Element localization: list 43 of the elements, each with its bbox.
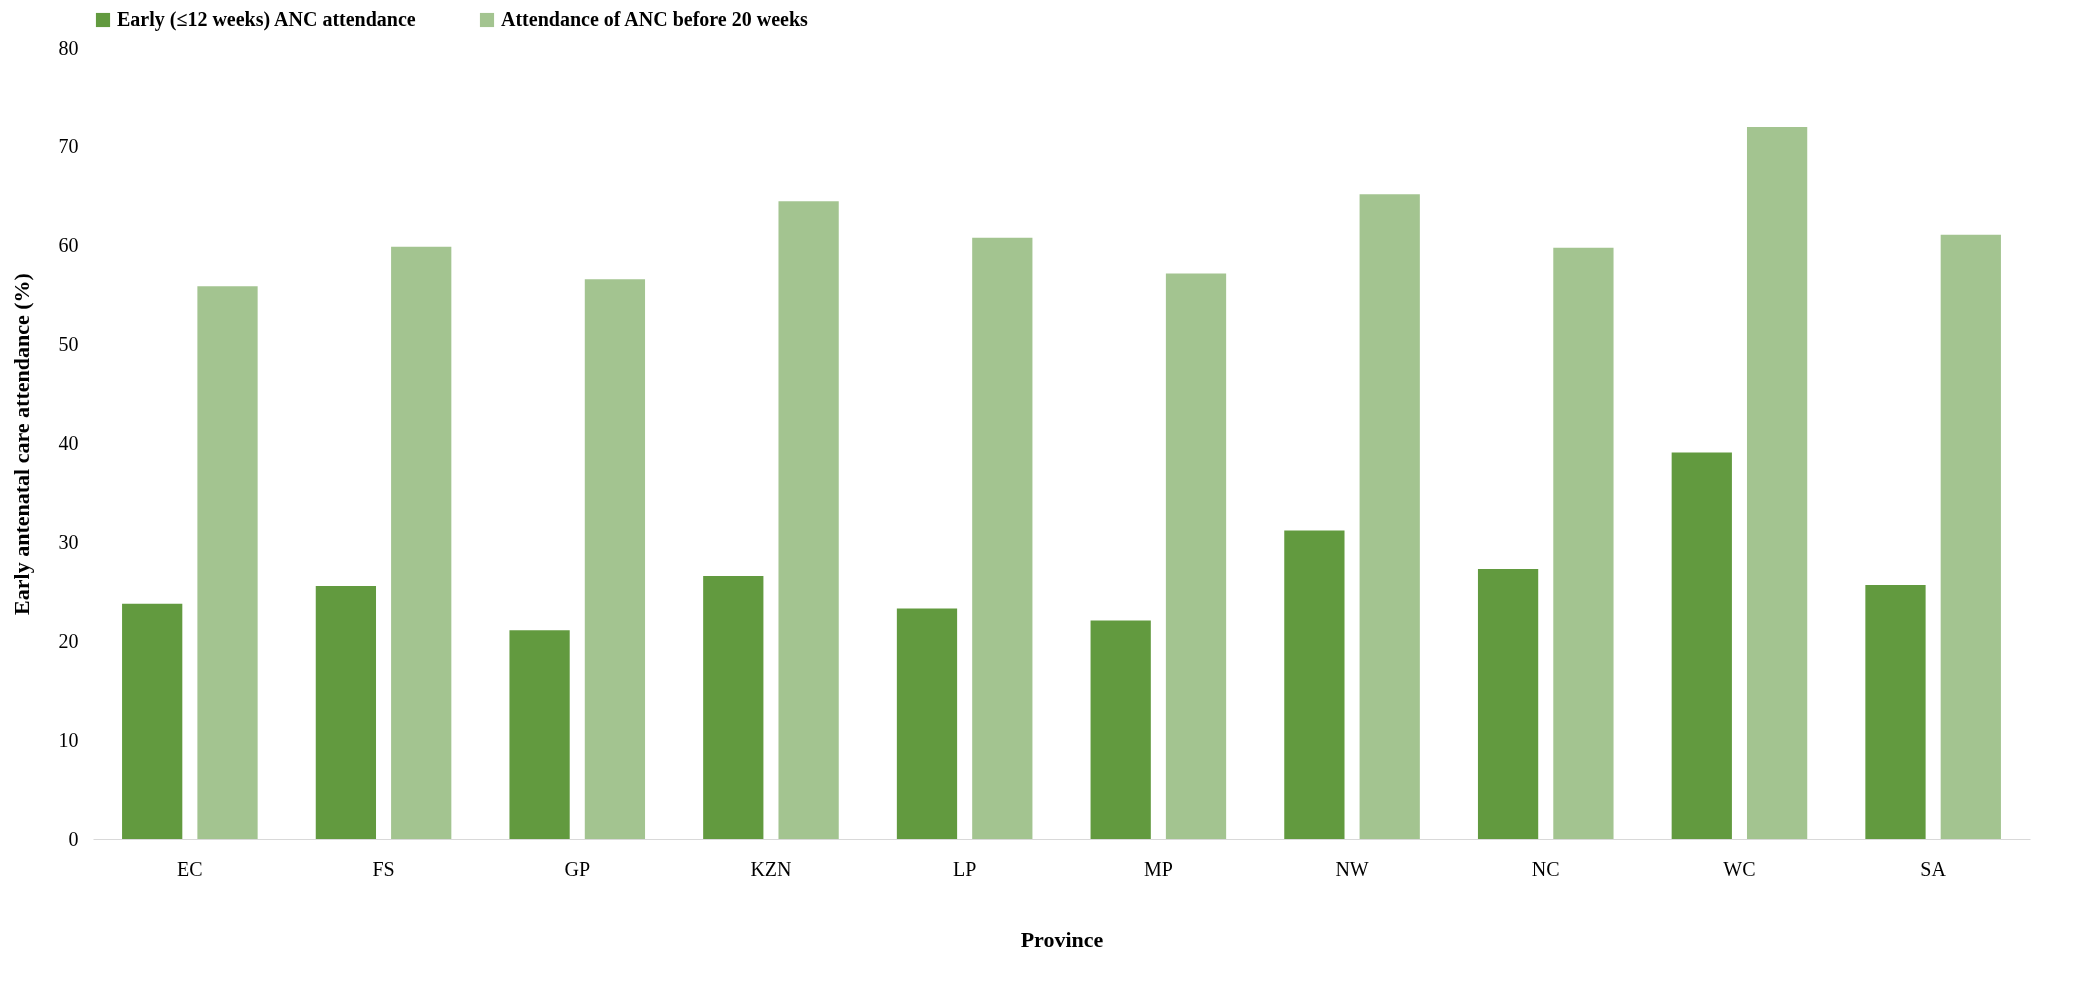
bar (703, 575, 764, 839)
bar (315, 585, 377, 839)
x-tick-label: SA (1920, 857, 1947, 880)
bar (584, 279, 646, 839)
x-tick-label: NC (1531, 857, 1560, 880)
bar (1746, 127, 1808, 839)
y-tick-label: 10 (58, 728, 79, 751)
y-axis-title: Early antenatal care attendance (%) (8, 273, 34, 615)
y-tick-label: 30 (58, 530, 79, 553)
bar (1553, 247, 1614, 839)
y-tick-label: 50 (58, 333, 79, 356)
bar (197, 286, 258, 839)
y-tick-label: 20 (58, 629, 79, 652)
bar (391, 246, 452, 839)
bar (1090, 620, 1151, 839)
x-tick-label: NW (1335, 857, 1369, 880)
bar (509, 630, 570, 839)
bar (778, 201, 839, 839)
y-tick-label: 40 (58, 432, 79, 454)
y-tick-label: 70 (58, 135, 79, 158)
y-tick-label: 0 (68, 827, 79, 850)
y-tick-label: 80 (58, 36, 79, 59)
bar (1284, 530, 1345, 839)
bar (1165, 273, 1227, 839)
legend-label: Attendance of ANC before 20 weeks (501, 8, 809, 30)
x-axis-title: Province (1020, 926, 1104, 952)
bar (972, 237, 1033, 839)
bar (1865, 584, 1926, 839)
bar (896, 608, 958, 839)
bar (122, 603, 183, 839)
x-tick-label: WC (1723, 857, 1756, 880)
bar (1477, 569, 1539, 839)
bar (1940, 234, 2001, 839)
x-tick-label: LP (952, 857, 977, 880)
x-tick-label: GP (564, 857, 591, 880)
y-tick-label: 60 (58, 234, 79, 257)
bar (1671, 452, 1732, 839)
x-tick-label: MP (1143, 857, 1173, 880)
bar (1359, 194, 1420, 839)
x-tick-label: EC (177, 857, 203, 880)
legend-label: Early (≤12 weeks) ANC attendance (117, 8, 416, 31)
x-tick-label: FS (372, 857, 395, 880)
x-tick-label: KZN (750, 857, 792, 880)
